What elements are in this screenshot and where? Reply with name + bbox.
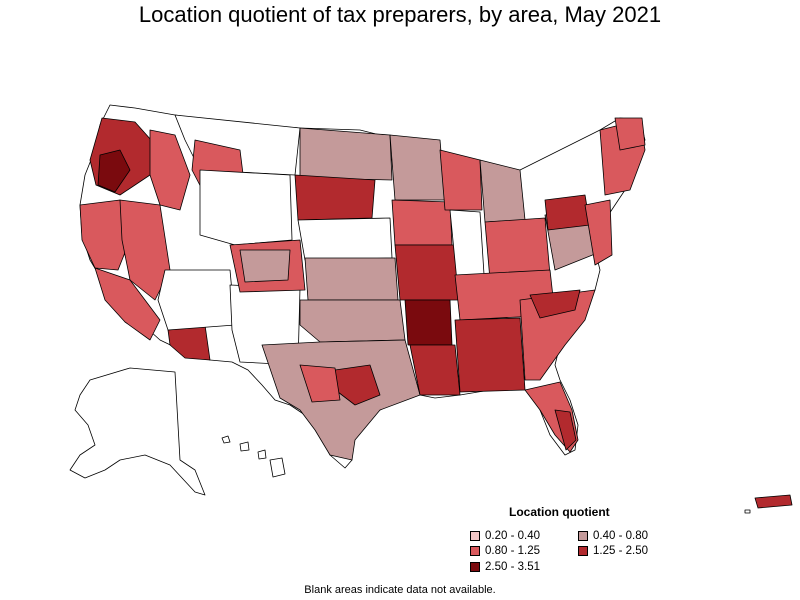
legend-label: 0.40 - 0.80 xyxy=(593,530,648,542)
region-maine xyxy=(614,117,646,151)
region-arkansas-dark xyxy=(404,299,453,346)
region-pennsylvania-dark xyxy=(544,194,591,231)
legend-item-0-20-0-40: 0.20 - 0.40 xyxy=(470,530,540,542)
region-utah-wyoming xyxy=(199,169,293,246)
region-hawaii-2 xyxy=(239,441,250,452)
legend-swatch xyxy=(470,546,480,556)
legend-title: Location quotient xyxy=(509,505,610,519)
legend-label: 1.25 - 2.50 xyxy=(593,545,648,557)
region-nebraska xyxy=(297,217,393,261)
legend-item-1-25-2-50: 1.25 - 2.50 xyxy=(578,545,648,557)
legend-swatch xyxy=(578,531,588,541)
region-michigan xyxy=(479,159,526,223)
region-mid-atlantic xyxy=(584,199,613,266)
region-carolinas-dark xyxy=(529,289,581,319)
region-north-dakota xyxy=(299,127,393,181)
region-idaho-mid xyxy=(149,129,191,211)
map-title: Location quotient of tax preparers, by a… xyxy=(138,2,662,27)
legend-label: 2.50 - 3.51 xyxy=(485,561,540,573)
region-louisiana xyxy=(409,344,461,396)
region-oklahoma xyxy=(299,299,406,343)
region-hawaii-1 xyxy=(221,435,231,444)
legend-item-0-40-0-80: 0.40 - 0.80 xyxy=(578,530,648,542)
legend-label: 0.80 - 1.25 xyxy=(485,545,540,557)
region-texas xyxy=(261,339,421,461)
region-arizona-blank xyxy=(157,269,236,331)
region-southern-california xyxy=(94,267,161,341)
region-south-dakota-dark xyxy=(294,174,376,221)
footnote: Blank areas indicate data not available. xyxy=(304,584,496,596)
region-florida-dark xyxy=(554,409,577,451)
legend-label: 0.20 - 0.40 xyxy=(485,530,540,542)
region-wisconsin xyxy=(439,149,483,211)
legend-item-2-50-3-51: 2.50 - 3.51 xyxy=(470,561,540,573)
region-missouri-dark xyxy=(394,244,461,301)
region-kansas xyxy=(304,257,399,301)
region-puerto-rico xyxy=(754,494,793,509)
region-hawaii-3 xyxy=(257,449,267,460)
region-colorado-light xyxy=(239,249,291,283)
legend-swatch xyxy=(470,531,480,541)
region-alaska xyxy=(69,367,206,496)
region-arizona-dark xyxy=(167,324,211,361)
region-mississippi-alabama xyxy=(454,317,526,393)
region-iowa xyxy=(391,199,453,246)
region-hawaii-4 xyxy=(269,457,286,478)
region-nevada xyxy=(119,199,171,301)
legend-swatch xyxy=(470,562,480,572)
legend-item-0-80-1-25: 0.80 - 1.25 xyxy=(470,545,540,557)
region-oregon-dark xyxy=(97,149,131,193)
legend-swatch xyxy=(578,546,588,556)
region-minnesota xyxy=(389,134,446,201)
region-texas-mid xyxy=(299,364,341,403)
region-virgin-islands-1 xyxy=(744,509,751,514)
